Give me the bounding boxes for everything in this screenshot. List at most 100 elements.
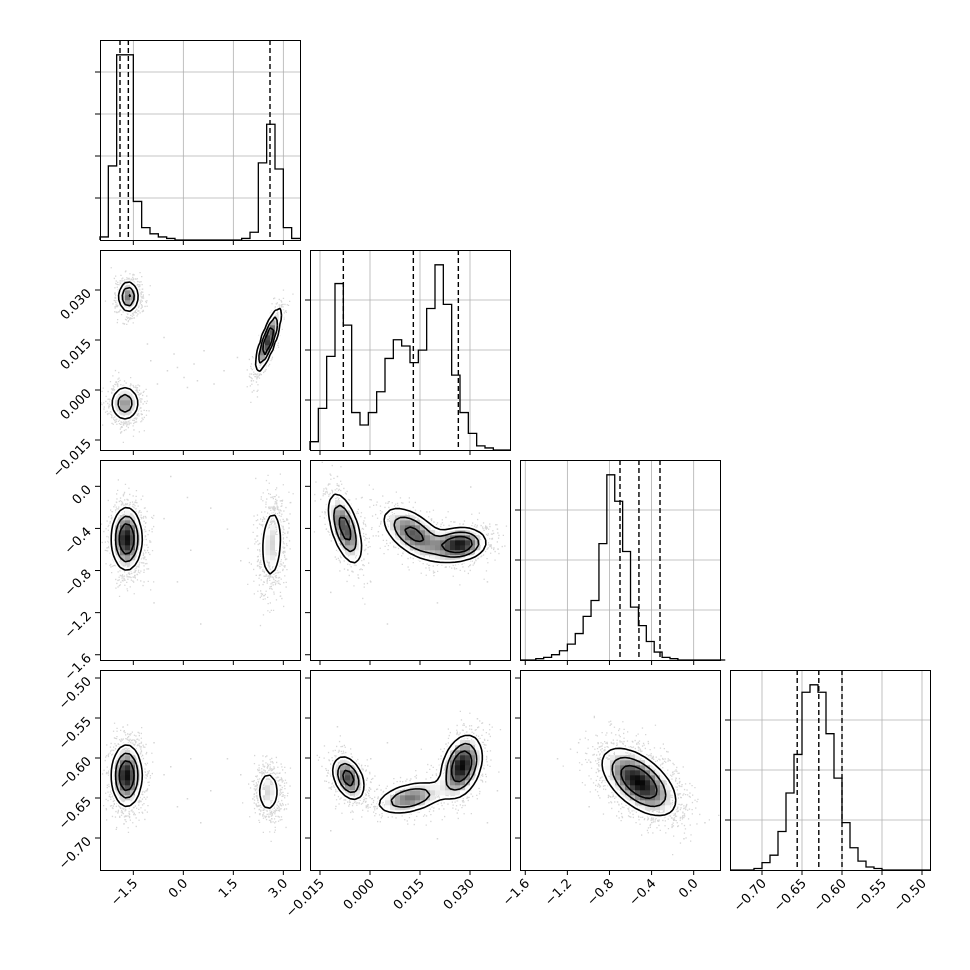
- scatter-3-0-x-tick-label: 0.0: [166, 876, 191, 901]
- scatter-2-1-density-cell: [350, 550, 356, 556]
- scatter-3-0-density-cell: [270, 790, 276, 796]
- scatter-2-1-density-cell: [395, 520, 401, 526]
- scatter-2-1-density-cell: [330, 520, 336, 526]
- scatter-2-1-density-cell: [410, 540, 416, 546]
- scatter-2-0-density-cell: [265, 555, 271, 561]
- scatter-2-1-density-cell: [425, 540, 431, 546]
- scatter-3-1-density-cell: [460, 740, 466, 746]
- scatter-2-1-frame: [310, 460, 511, 661]
- scatter-3-2-density-cell: [655, 795, 661, 801]
- scatter-2-1-density-cell: [400, 510, 406, 516]
- scatter-3-1-density-cell: [435, 785, 441, 791]
- scatter-2-1-density-cell: [415, 540, 421, 546]
- scatter-3-1-density-cell: [405, 795, 411, 801]
- scatter-3-0-density-cell: [125, 790, 131, 796]
- scatter-3-2-density-cell: [650, 780, 656, 786]
- scatter-2-1-density-cell: [400, 530, 406, 536]
- scatter-3-0-x-tick-label: 1.5: [216, 876, 241, 901]
- scatter-2-1-density-cell: [340, 500, 346, 506]
- scatter-1-0-density-cell: [115, 405, 121, 411]
- scatter-2-1-density-cell: [330, 515, 336, 521]
- scatter-3-1-density-cell: [470, 770, 476, 776]
- hist-3-panel: [725, 670, 930, 871]
- scatter-3-1-density-cell: [470, 750, 476, 756]
- scatter-2-1-density-cell: [395, 525, 401, 531]
- scatter-3-2-density-cell: [635, 785, 641, 791]
- scatter-3-1-density-cell: [475, 750, 481, 756]
- scatter-2-1-density-cell: [430, 550, 436, 556]
- scatter-3-1-density-cell: [465, 775, 471, 781]
- scatter-2-1-density-cell: [395, 510, 401, 516]
- scatter-1-0-density-cell: [265, 350, 271, 356]
- scatter-2-1-density-cell: [400, 540, 406, 546]
- scatter-3-1-density-cell: [450, 755, 456, 761]
- scatter-2-1-density-cell: [410, 515, 416, 521]
- scatter-2-1-density-cell: [425, 530, 431, 536]
- scatter-2-0-frame: [100, 460, 301, 661]
- scatter-2-1-density-cell: [355, 535, 361, 541]
- scatter-2-1-contour: [327, 493, 487, 564]
- scatter-3-2-density-cell: [650, 790, 656, 796]
- scatter-3-1-density-cell: [445, 755, 451, 761]
- scatter-3-0-density-cell: [115, 770, 121, 776]
- scatter-3-0-density-cell: [130, 795, 136, 801]
- scatter-2-1-density-cell: [390, 515, 396, 521]
- scatter-2-0-contour: [110, 506, 282, 575]
- scatter-3-1-density-cell: [345, 760, 351, 766]
- scatter-3-1-density-cell: [415, 795, 421, 801]
- scatter-2-1-density-cell: [435, 540, 441, 546]
- scatter-3-1-density-cell: [465, 785, 471, 791]
- scatter-3-2-density-cell: [610, 760, 616, 766]
- scatter-3-1-x-tick-label: −0.015: [283, 876, 328, 921]
- scatter-2-1-density-cell: [460, 540, 466, 546]
- scatter-3-0-contour: [114, 752, 139, 799]
- scatter-3-0-density-cell: [115, 765, 121, 771]
- scatter-3-1-frame: [310, 670, 511, 871]
- scatter-3-1-density-cell: [385, 795, 391, 801]
- scatter-2-1-density-cell: [330, 500, 336, 506]
- hist-1-step: [309, 264, 510, 451]
- scatter-3-2-density-cell: [635, 770, 641, 776]
- scatter-3-1-density-cell: [460, 750, 466, 756]
- scatter-2-1-density-cell: [420, 545, 426, 551]
- scatter-2-0-density-cell: [265, 545, 271, 551]
- scatter-1-0-density-cell: [265, 340, 271, 346]
- scatter-3-1-density-cell: [340, 765, 346, 771]
- scatter-2-0-density-cell: [120, 535, 126, 541]
- scatter-3-1-density-cell: [345, 785, 351, 791]
- scatter-3-1-density-cell: [465, 745, 471, 751]
- scatter-2-1-density-cell: [470, 530, 476, 536]
- scatter-2-0-contour: [118, 523, 135, 555]
- scatter-2-0-density-cell: [125, 520, 131, 526]
- scatter-3-0-density-cell: [125, 755, 131, 761]
- scatter-2-1-density-cell: [460, 550, 466, 556]
- scatter-3-1-density-cell: [395, 795, 401, 801]
- scatter-2-1-density-cell: [415, 525, 421, 531]
- scatter-3-2-density-cell: [625, 760, 631, 766]
- scatter-2-0-density-cell: [130, 540, 136, 546]
- scatter-2-0-density-cell: [125, 515, 131, 521]
- scatter-1-0-contour: [128, 293, 275, 356]
- scatter-2-1-density-cell: [445, 535, 451, 541]
- scatter-2-1-density-cell: [405, 535, 411, 541]
- scatter-3-1-panel: [316, 710, 502, 840]
- scatter-3-0-panel: [101, 722, 292, 842]
- scatter-3-2-density-cell: [660, 785, 666, 791]
- scatter-3-0-density-cell: [260, 790, 266, 796]
- scatter-3-1-density-cell: [395, 800, 401, 806]
- scatter-2-0-density-cell: [125, 560, 131, 566]
- scatter-2-1-density-cell: [445, 545, 451, 551]
- scatter-3-1-contour: [337, 742, 478, 808]
- scatter-3-2-density-cell: [630, 780, 636, 786]
- scatter-1-0-density-cell: [260, 350, 266, 356]
- scatter-3-2-density-cell: [650, 785, 656, 791]
- scatter-2-1-density-cell: [405, 530, 411, 536]
- scatter-3-2-density-cell: [650, 775, 656, 781]
- scatter-2-1-density-cell: [455, 540, 461, 546]
- scatter-3-0-density-cell: [120, 795, 126, 801]
- scatter-2-1-density-cell: [405, 520, 411, 526]
- scatter-1-0-density-cell: [125, 305, 131, 311]
- scatter-3-1-density-cell: [425, 800, 431, 806]
- scatter-2-1-density-cell: [355, 545, 361, 551]
- scatter-1-0-panel: [100, 267, 294, 443]
